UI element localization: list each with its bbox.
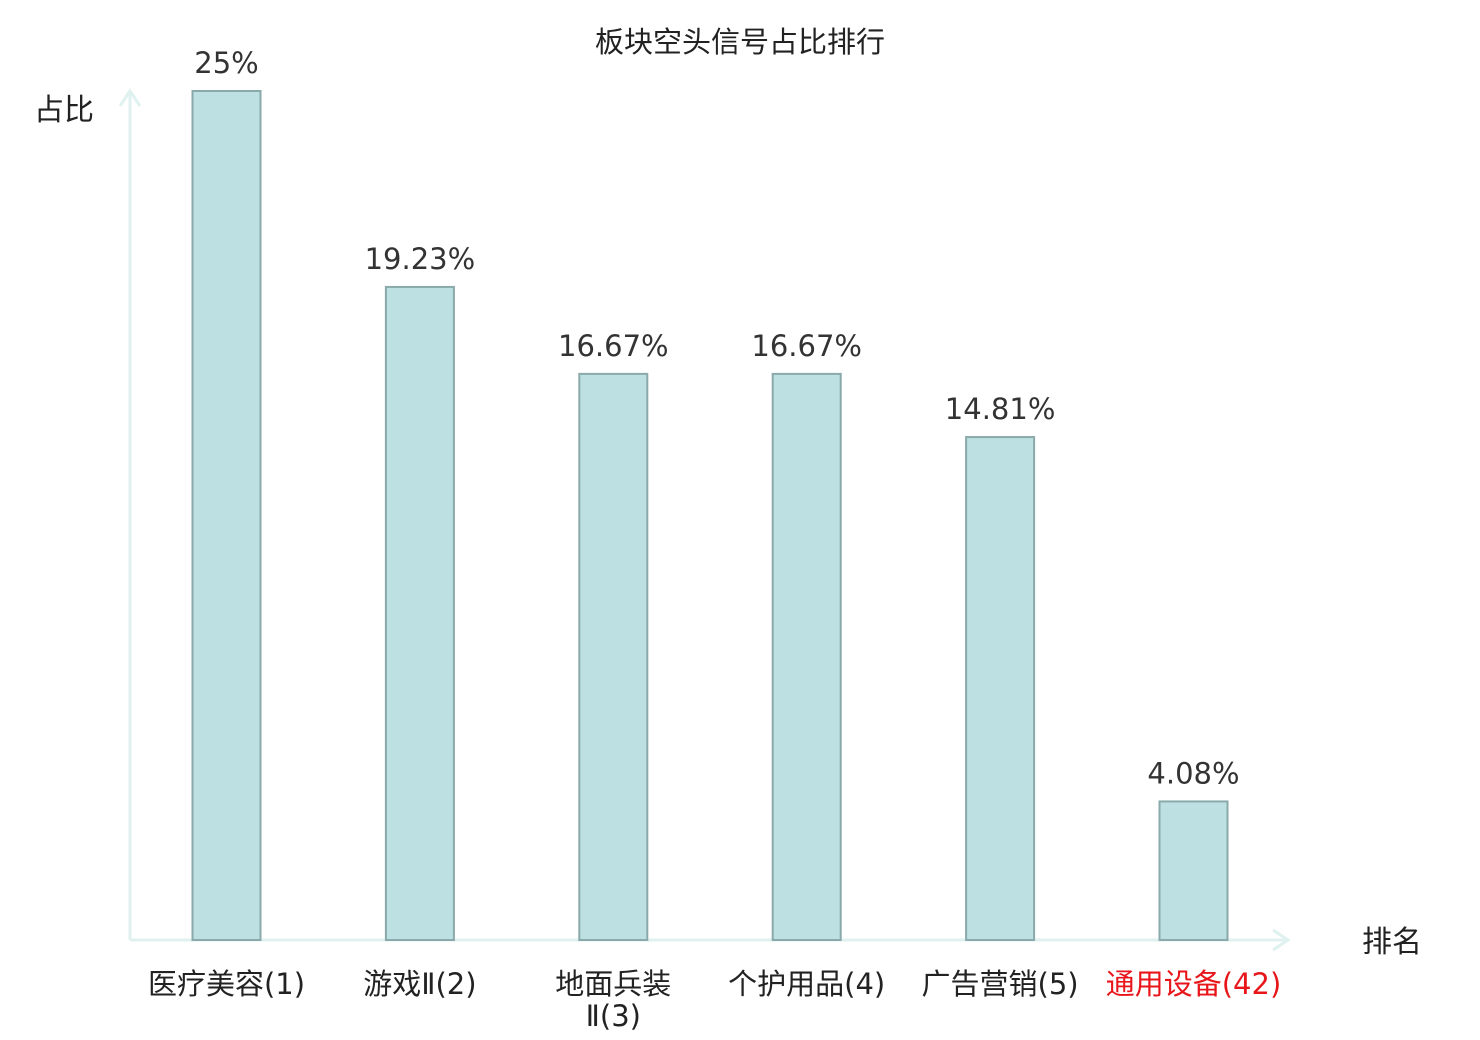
chart-title: 板块空头信号占比排行 — [595, 25, 885, 59]
category-label-1: 医疗美容(1) — [148, 967, 305, 1001]
category-label-4: 个护用品(4) — [728, 967, 885, 1001]
category-labels: 医疗美容(1) 游戏Ⅱ(2) 地面兵装 Ⅱ(3) 个护用品(4) 广告营销(5) 通用设备(… — [148, 967, 1281, 1033]
value-label-2: 19.23% — [365, 242, 476, 276]
value-label-4: 16.67% — [751, 329, 862, 363]
x-axis-title: 排名 — [1362, 925, 1422, 960]
y-axis-arrow — [118, 88, 142, 107]
x-axis-arrow — [1272, 928, 1291, 952]
value-label-1: 25% — [194, 46, 258, 80]
category-label-3: 地面兵装 Ⅱ(3) — [555, 967, 671, 1033]
value-label-5: 14.81% — [945, 392, 1056, 426]
category-label-5: 广告营销(5) — [922, 967, 1079, 1001]
bar-2 — [384, 285, 455, 941]
x-axis — [130, 928, 1291, 952]
y-axis-title: 占比 — [34, 93, 94, 128]
value-label-3: 16.67% — [558, 329, 669, 363]
value-labels: 25% 19.23% 16.67% 16.67% 14.81% 4.08% — [194, 46, 1239, 790]
bars — [191, 90, 1229, 942]
bar-1 — [191, 90, 262, 941]
bar-4 — [771, 372, 842, 942]
category-label-6: 通用设备(42) — [1106, 967, 1282, 1001]
value-label-6: 4.08% — [1147, 756, 1239, 790]
y-axis — [118, 88, 142, 940]
category-label-2: 游戏Ⅱ(2) — [363, 967, 476, 1001]
bar-5 — [965, 436, 1036, 941]
bar-3 — [578, 372, 649, 942]
bar-6 — [1158, 800, 1229, 941]
